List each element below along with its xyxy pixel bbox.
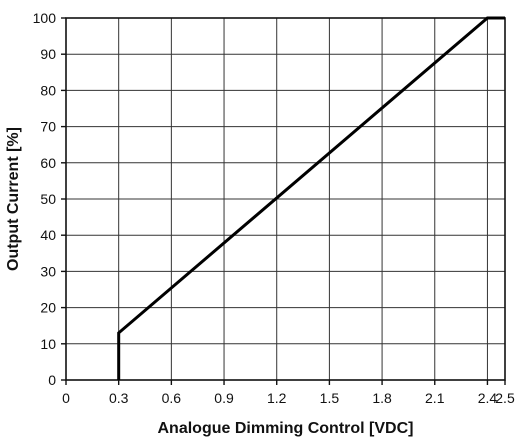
y-tick-label: 0 — [48, 372, 56, 388]
y-tick-label: 50 — [40, 191, 56, 207]
x-tick-label: 0.3 — [109, 390, 129, 406]
series-line — [117, 16, 505, 380]
grid — [66, 18, 505, 380]
x-tick-label: 2.1 — [425, 390, 445, 406]
series — [117, 16, 505, 380]
x-tick-label: 1.2 — [267, 390, 287, 406]
y-tick-label: 70 — [40, 119, 56, 135]
x-tick-label: 2.5 — [495, 390, 515, 406]
y-axis-title: Output Current [%] — [5, 127, 22, 271]
x-axis: 0 0.3 0.6 0.9 1.2 1.5 1.8 2.1 2.42.5 — [62, 380, 515, 406]
y-tick-label: 80 — [40, 82, 56, 98]
x-tick-label: 0.6 — [162, 390, 182, 406]
x-tick-label: 1.5 — [320, 390, 340, 406]
y-tick-label: 10 — [40, 336, 56, 352]
x-tick-label: 0.9 — [214, 390, 234, 406]
y-tick-label: 60 — [40, 155, 56, 171]
y-tick-label: 20 — [40, 300, 56, 316]
y-tick-label: 30 — [40, 263, 56, 279]
y-tick-label: 90 — [40, 46, 56, 62]
x-axis-title: Analogue Dimming Control [VDC] — [158, 420, 414, 437]
x-tick-label: 0 — [62, 390, 70, 406]
x-tick-label: 1.8 — [372, 390, 392, 406]
y-tick-label: 100 — [33, 10, 57, 26]
x-tick-label: 2.4 — [478, 390, 498, 406]
y-tick-label: 40 — [40, 227, 56, 243]
y-axis: 0 10 20 30 40 50 60 70 80 90 100 — [33, 10, 66, 388]
